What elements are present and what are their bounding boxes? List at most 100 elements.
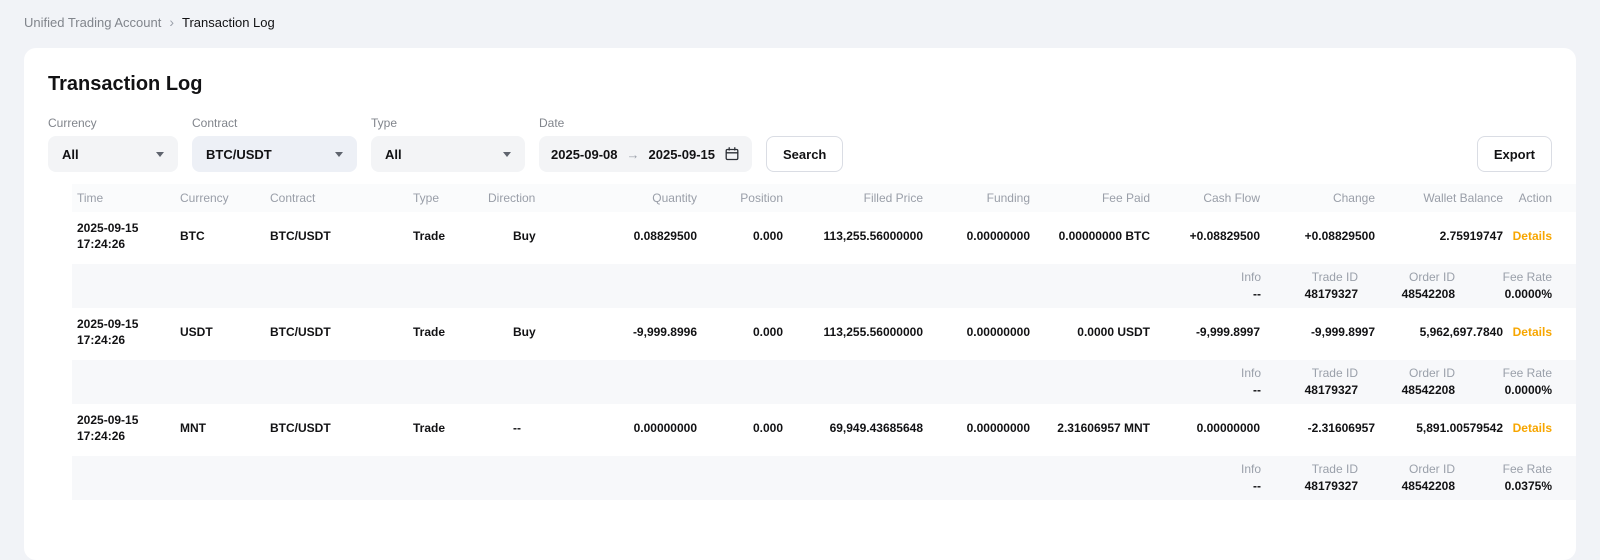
col-header-time: Time [72,184,180,212]
currency-select[interactable]: All [48,136,178,172]
cell-type: Trade [413,212,488,260]
type-filter-label: Type [371,116,398,130]
chevron-right-icon: › [169,14,174,30]
cell-action: Details [1503,404,1576,452]
breadcrumb-parent[interactable]: Unified Trading Account [24,14,162,30]
cell-type: Trade [413,308,488,356]
cell-quantity: -9,999.8996 [585,308,697,356]
cell-change: -9,999.8997 [1260,308,1375,356]
detail-trade-id: Trade ID 48179327 [1304,366,1358,397]
col-header-type: Type [413,184,488,212]
cell-type: Trade [413,404,488,452]
details-link[interactable]: Details [1512,421,1552,435]
cell-currency: USDT [180,308,270,356]
type-select-value: All [385,146,402,162]
cell-quantity: 0.00000000 [585,404,697,452]
arrow-right-icon: → [626,146,640,162]
table-row: 2025-09-15 17:24:26 MNT BTC/USDT Trade -… [72,404,1576,452]
filters-row: Currency All Contract BTC/USDT Type All … [48,116,1552,172]
cell-time: 2025-09-15 17:24:26 [72,308,180,356]
transaction-table: Time Currency Contract Type Direction Qu… [72,184,1576,500]
search-button[interactable]: Search [766,136,844,172]
cell-fee-paid: 0.00000000 BTC [1030,212,1150,260]
col-header-position: Position [697,184,783,212]
col-header-funding: Funding [923,184,1030,212]
type-select[interactable]: All [371,136,525,172]
breadcrumb: Unified Trading Account › Transaction Lo… [0,0,1600,44]
page-title: Transaction Log [48,73,203,95]
chevron-down-icon [335,151,343,157]
cell-funding: 0.00000000 [923,404,1030,452]
cell-funding: 0.00000000 [923,212,1030,260]
cell-quantity: 0.08829500 [585,212,697,260]
cell-direction: Buy [488,212,585,260]
cell-fee-paid: 0.0000 USDT [1030,308,1150,356]
col-header-direction: Direction [488,184,585,212]
col-header-action: Action [1503,184,1576,212]
contract-filter: Contract BTC/USDT [192,116,357,172]
date-end-value: 2025-09-15 [648,146,716,162]
detail-bar: Info -- Trade ID 48179327 Order ID 48542… [72,452,1576,500]
cell-filled-price: 69,949.43685648 [783,404,923,452]
date-filter-label: Date [539,116,565,130]
col-header-change: Change [1260,184,1375,212]
cell-currency: BTC [180,212,270,260]
cell-cash-flow: +0.08829500 [1150,212,1260,260]
date-filter: Date 2025-09-08 → 2025-09-15 [539,116,752,172]
cell-filled-price: 113,255.56000000 [783,212,923,260]
cell-wallet-balance: 2.75919747 [1375,212,1503,260]
details-link[interactable]: Details [1512,229,1552,243]
cell-wallet-balance: 5,891.00579542 [1375,404,1503,452]
detail-trade-id: Trade ID 48179327 [1304,270,1358,301]
contract-filter-label: Contract [192,116,238,130]
export-button[interactable]: Export [1476,136,1552,172]
cell-action: Details [1503,308,1576,356]
cell-change: +0.08829500 [1260,212,1375,260]
detail-fee-rate: Fee Rate 0.0000% [1502,270,1552,301]
col-header-cash-flow: Cash Flow [1150,184,1260,212]
breadcrumb-current: Transaction Log [181,14,275,30]
cell-contract: BTC/USDT [270,404,413,452]
detail-order-id: Order ID 48542208 [1401,270,1455,301]
cell-wallet-balance: 5,962,697.7840 [1375,308,1503,356]
table-detail-row: Info -- Trade ID 48179327 Order ID 48542… [72,260,1576,308]
currency-select-value: All [62,146,79,162]
col-header-filled-price: Filled Price [783,184,923,212]
cell-direction: -- [488,404,585,452]
table-detail-row: Info -- Trade ID 48179327 Order ID 48542… [72,356,1576,404]
chevron-down-icon [503,151,511,157]
cell-change: -2.31606957 [1260,404,1375,452]
date-start-value: 2025-09-08 [551,146,618,162]
date-range-picker[interactable]: 2025-09-08 → 2025-09-15 [539,136,752,172]
detail-info: Info -- [1240,366,1261,397]
detail-order-id: Order ID 48542208 [1401,366,1455,397]
cell-contract: BTC/USDT [270,308,413,356]
cell-cash-flow: -9,999.8997 [1150,308,1260,356]
cell-time: 2025-09-15 17:24:26 [72,212,180,260]
table-header-row: Time Currency Contract Type Direction Qu… [72,184,1576,212]
details-link[interactable]: Details [1512,325,1552,339]
table-row: 2025-09-15 17:24:26 BTC BTC/USDT Trade B… [72,212,1576,260]
cell-position: 0.000 [697,212,783,260]
detail-fee-rate: Fee Rate 0.0375% [1502,462,1552,493]
transaction-log-card: Transaction Log Currency All Contract BT… [24,48,1576,560]
col-header-fee-paid: Fee Paid [1030,184,1150,212]
table-row: 2025-09-15 17:24:26 USDT BTC/USDT Trade … [72,308,1576,356]
type-filter: Type All [371,116,525,172]
detail-info: Info -- [1240,270,1261,301]
currency-filter-label: Currency [48,116,97,130]
detail-trade-id: Trade ID 48179327 [1304,462,1358,493]
calendar-icon[interactable] [724,146,740,162]
cell-fee-paid: 2.31606957 MNT [1030,404,1150,452]
table-detail-row: Info -- Trade ID 48179327 Order ID 48542… [72,452,1576,500]
detail-bar: Info -- Trade ID 48179327 Order ID 48542… [72,260,1576,308]
cell-direction: Buy [488,308,585,356]
cell-position: 0.000 [697,308,783,356]
detail-fee-rate: Fee Rate 0.0000% [1502,366,1552,397]
cell-contract: BTC/USDT [270,212,413,260]
chevron-down-icon [156,151,164,157]
currency-filter: Currency All [48,116,178,172]
cell-action: Details [1503,212,1576,260]
col-header-quantity: Quantity [585,184,697,212]
contract-select[interactable]: BTC/USDT [192,136,357,172]
